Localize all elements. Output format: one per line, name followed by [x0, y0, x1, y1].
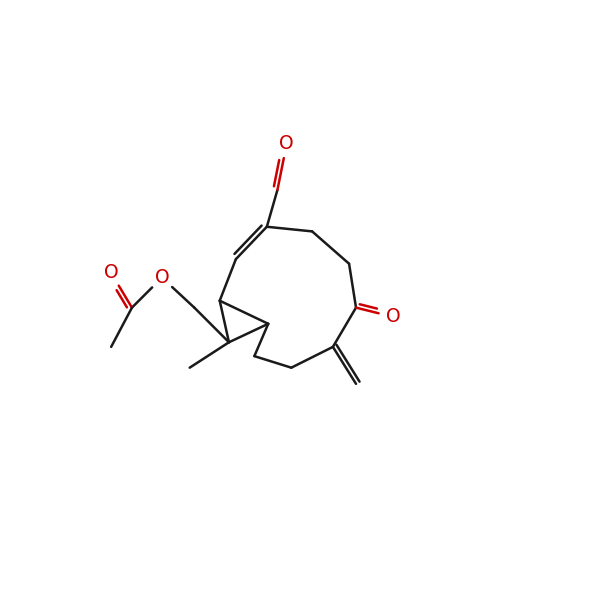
Text: O: O [104, 263, 118, 283]
Text: O: O [155, 268, 169, 287]
Text: O: O [280, 134, 294, 153]
Text: O: O [386, 307, 400, 326]
